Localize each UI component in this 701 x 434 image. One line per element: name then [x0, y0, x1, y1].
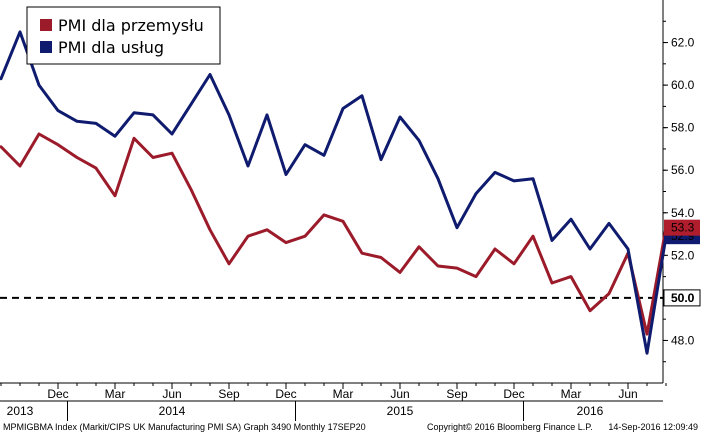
- x-year-label: 2013: [7, 404, 34, 418]
- x-tick-label: Jun: [162, 387, 181, 401]
- legend-label: PMI dla usług: [58, 38, 164, 57]
- reference-label: 50.0: [671, 291, 695, 305]
- reference-line-group: 50.0: [0, 289, 701, 307]
- footer-source: MPMIGBMA Index (Markit/CIPS UK Manufactu…: [3, 422, 366, 432]
- legend-box: [26, 6, 221, 65]
- x-tick-label: Dec: [275, 387, 296, 401]
- legend: PMI dla przemysłu PMI dla usług: [26, 6, 221, 65]
- last-value-labels: 52.953.3: [664, 219, 700, 245]
- last-value-label: 53.3: [671, 221, 695, 235]
- x-tick-label: Jun: [390, 387, 409, 401]
- last-value-box: [664, 219, 700, 236]
- x-year-label: 2016: [577, 404, 604, 418]
- series-lines: [0, 30, 668, 355]
- axes: [0, 0, 668, 421]
- x-tick-label: Dec: [503, 387, 524, 401]
- y-tick-label: 48.0: [671, 333, 695, 347]
- y-tick-label: 52.0: [671, 248, 695, 262]
- y-tick-label: 56.0: [671, 163, 695, 177]
- tick-labels: 48.0 50.0 52.0 54.0 56.0 58.0 60.0 62.0 Dec Mar Ju…: [7, 36, 695, 418]
- x-tick-label: Sep: [218, 387, 240, 401]
- footer-copyright: Copyright© 2016 Bloomberg Finance L.P.: [427, 422, 593, 432]
- footer-timestamp: 14-Sep-2016 12:09:49: [608, 422, 698, 432]
- x-year-label: 2015: [387, 404, 414, 418]
- x-tick-label: Jun: [618, 387, 637, 401]
- x-year-label: 2014: [159, 404, 186, 418]
- x-tick-label: Sep: [446, 387, 468, 401]
- legend-swatch: [40, 19, 52, 31]
- series-line-services: [0, 30, 668, 355]
- reference-label-box: [663, 289, 701, 307]
- x-tick-label: Mar: [333, 387, 354, 401]
- y-tick-label: 54.0: [671, 206, 695, 220]
- y-tick-label: 60.0: [671, 78, 695, 92]
- x-tick-label: Mar: [561, 387, 582, 401]
- x-tick-label: Dec: [47, 387, 68, 401]
- x-tick-label: Mar: [105, 387, 126, 401]
- legend-swatch: [40, 41, 52, 53]
- y-tick-label: 50.0: [671, 291, 695, 305]
- y-tick-label: 62.0: [671, 36, 695, 50]
- legend-label: PMI dla przemysłu: [58, 16, 204, 35]
- y-tick-label: 58.0: [671, 121, 695, 135]
- series-line-manufacturing: [0, 132, 668, 336]
